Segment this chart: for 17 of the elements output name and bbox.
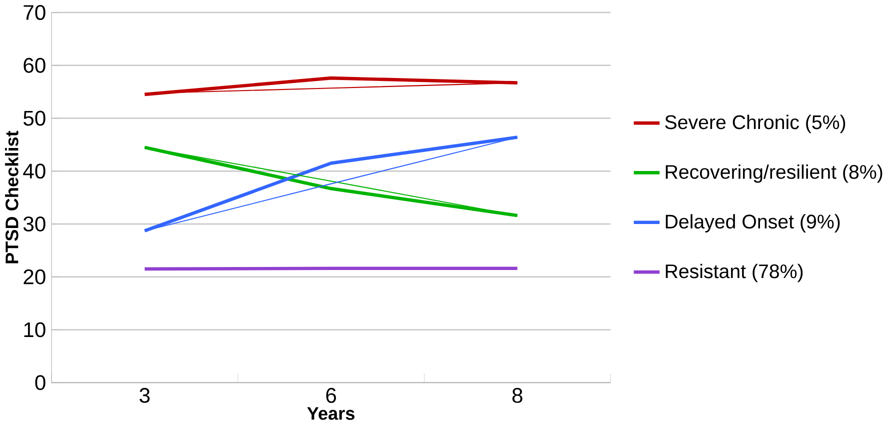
y-tick-label: 40 [23, 164, 46, 179]
x-tick-label: 8 [512, 388, 522, 403]
legend-label: Recovering/resilient (8%) [666, 164, 882, 183]
y-tick-label: 30 [23, 216, 46, 232]
legend-label: Resistant (78%) [666, 264, 803, 282]
legend-label: Severe Chronic (5%) [665, 114, 846, 134]
y-tick-label: 60 [24, 58, 46, 73]
y-tick-label: 50 [24, 110, 46, 126]
y-axis-title: PTSD Checklist [5, 130, 18, 264]
y-tick-label: 70 [24, 5, 46, 20]
y-tick-label: 20 [24, 269, 46, 284]
x-tick-label: 3 [140, 388, 150, 403]
x-tick-label: 6 [326, 388, 336, 403]
y-tick-label: 0 [35, 375, 46, 390]
legend-label: Delayed Onset (9%) [666, 214, 840, 232]
y-tick-label: 10 [24, 322, 46, 338]
x-axis-title: Years [307, 407, 354, 420]
